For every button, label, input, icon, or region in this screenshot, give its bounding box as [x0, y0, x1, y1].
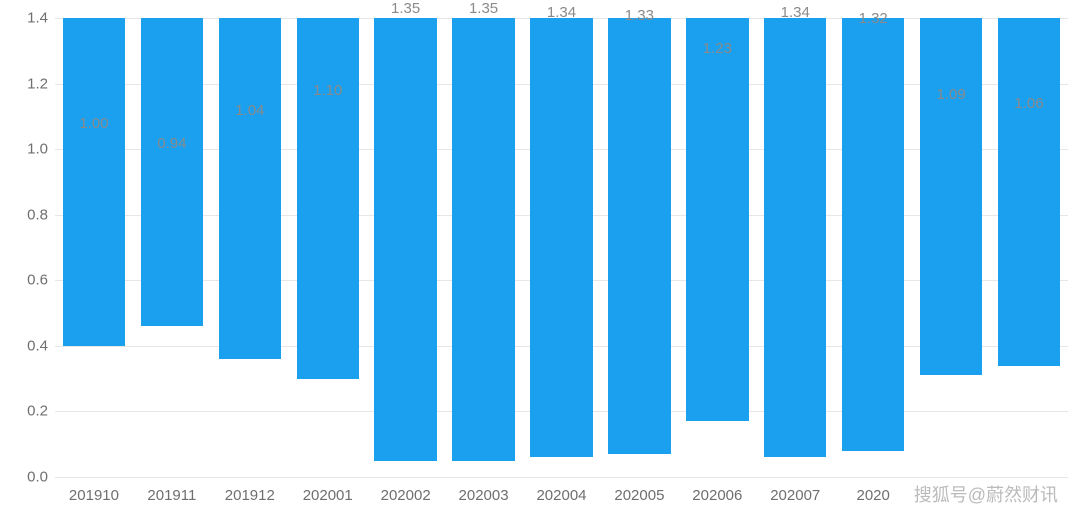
ytick-label: 0.8 [0, 206, 48, 223]
xtick-label: 202004 [536, 487, 586, 504]
bar-value-label: 1.04 [235, 102, 264, 119]
bar-value-label: 1.35 [391, 0, 420, 17]
bar-slot: 1.00201910 [55, 18, 133, 477]
xtick-label: 202001 [303, 487, 353, 504]
bar-value-label: 1.09 [936, 86, 965, 103]
bar-slot: 1.35202003 [445, 18, 523, 477]
bar-slot: 1.33202005 [600, 18, 678, 477]
ytick-label: 1.2 [0, 75, 48, 92]
bar-slot: 1.34202007 [756, 18, 834, 477]
xtick-label: 202005 [614, 487, 664, 504]
xtick-label: 202002 [381, 487, 431, 504]
bar-value-label: 1.32 [859, 10, 888, 27]
bar [920, 18, 982, 375]
bar-slot: 0.94201911 [133, 18, 211, 477]
ytick-label: 1.0 [0, 141, 48, 158]
bar-slot: 1.322020 [834, 18, 912, 477]
bar-value-label: 1.33 [625, 7, 654, 24]
bar-slot: 1.10202001 [289, 18, 367, 477]
xtick-label: 201912 [225, 487, 275, 504]
ytick-label: 0.4 [0, 337, 48, 354]
bar-value-label: 1.34 [781, 4, 810, 21]
bar-slot: 1.23202006 [678, 18, 756, 477]
xtick-label: 202006 [692, 487, 742, 504]
bar-value-label: 1.35 [469, 0, 498, 17]
bar [219, 18, 281, 359]
bar-value-label: 0.94 [157, 135, 186, 152]
bar-value-label: 1.34 [547, 4, 576, 21]
bar [141, 18, 203, 326]
bar [452, 18, 514, 461]
watermark: 搜狐号@蔚然财讯 [910, 479, 1062, 509]
bar-slot: 1.35202002 [367, 18, 445, 477]
ytick-label: 0.6 [0, 272, 48, 289]
bar [63, 18, 125, 346]
bar [998, 18, 1060, 366]
bar [608, 18, 670, 454]
bar [530, 18, 592, 457]
ytick-label: 1.4 [0, 10, 48, 27]
bar [374, 18, 436, 461]
xtick-label: 201910 [69, 487, 119, 504]
bar [686, 18, 748, 421]
bar-value-label: 1.23 [703, 40, 732, 57]
bar [297, 18, 359, 379]
xtick-label: 2020 [856, 487, 889, 504]
bar-slot: 1.06 [990, 18, 1068, 477]
xtick-label: 202003 [459, 487, 509, 504]
bar [764, 18, 826, 457]
xtick-label: 201911 [147, 487, 196, 504]
bar-chart: 0.00.20.40.60.81.01.21.4 1.002019100.942… [0, 0, 1080, 515]
bar-slot: 1.04201912 [211, 18, 289, 477]
bar-slot: 1.09 [912, 18, 990, 477]
bars-group: 1.002019100.942019111.042019121.10202001… [55, 18, 1068, 477]
gridline [55, 477, 1068, 478]
bar-value-label: 1.10 [313, 82, 342, 99]
xtick-label: 202007 [770, 487, 820, 504]
bar-value-label: 1.00 [79, 115, 108, 132]
plot-area: 1.002019100.942019111.042019121.10202001… [55, 18, 1068, 477]
ytick-label: 0.2 [0, 403, 48, 420]
bar-value-label: 1.06 [1014, 95, 1043, 112]
bar-slot: 1.34202004 [523, 18, 601, 477]
ytick-label: 0.0 [0, 469, 48, 486]
bar [842, 18, 904, 451]
